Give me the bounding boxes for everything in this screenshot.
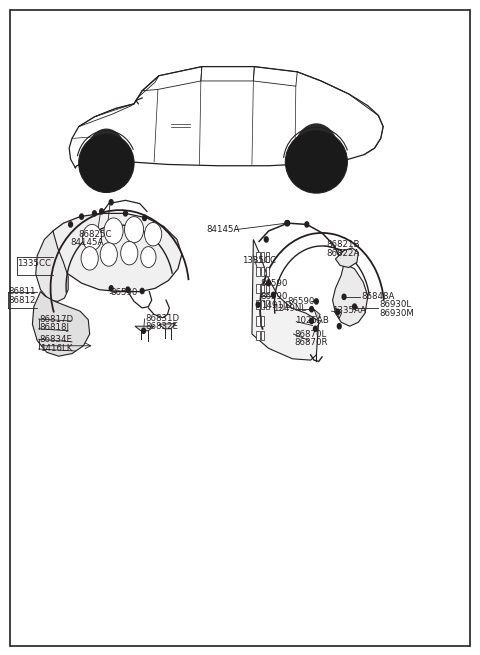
FancyBboxPatch shape <box>266 284 269 293</box>
Text: 1249NL: 1249NL <box>274 304 307 313</box>
Text: 86811: 86811 <box>9 287 36 296</box>
Circle shape <box>264 237 268 242</box>
Circle shape <box>100 243 117 266</box>
Polygon shape <box>159 324 176 329</box>
Circle shape <box>256 302 260 307</box>
FancyBboxPatch shape <box>261 300 264 309</box>
FancyBboxPatch shape <box>256 252 260 261</box>
Text: 1491JD: 1491JD <box>261 301 291 310</box>
Circle shape <box>69 222 72 227</box>
Text: 86834E: 86834E <box>39 335 72 344</box>
Circle shape <box>337 324 341 329</box>
Circle shape <box>310 307 313 312</box>
Text: 84145A: 84145A <box>206 225 240 234</box>
Text: 86818J: 86818J <box>39 323 70 332</box>
Circle shape <box>336 309 340 314</box>
Circle shape <box>81 247 98 270</box>
FancyBboxPatch shape <box>261 284 264 293</box>
Circle shape <box>124 217 144 243</box>
Circle shape <box>144 223 162 246</box>
Circle shape <box>93 211 96 216</box>
Text: 1335AA: 1335AA <box>332 306 366 315</box>
FancyBboxPatch shape <box>261 267 264 276</box>
Text: 86930M: 86930M <box>379 309 414 318</box>
Circle shape <box>141 247 156 267</box>
FancyBboxPatch shape <box>261 331 264 340</box>
Text: 1335CC: 1335CC <box>242 257 276 265</box>
FancyBboxPatch shape <box>266 300 269 309</box>
Circle shape <box>272 292 276 297</box>
Circle shape <box>310 318 313 324</box>
Ellipse shape <box>285 130 348 193</box>
Circle shape <box>286 221 289 226</box>
Circle shape <box>126 287 130 292</box>
Text: 1025AB: 1025AB <box>295 316 329 325</box>
Circle shape <box>143 215 146 221</box>
Circle shape <box>313 326 317 331</box>
Text: 86590: 86590 <box>261 279 288 288</box>
Text: 86825C: 86825C <box>79 230 112 238</box>
Circle shape <box>140 288 144 293</box>
Circle shape <box>353 304 357 309</box>
Text: 86930L: 86930L <box>379 300 411 309</box>
FancyBboxPatch shape <box>256 267 260 276</box>
Circle shape <box>342 294 346 299</box>
Circle shape <box>83 225 102 251</box>
Circle shape <box>109 286 113 291</box>
Text: 86821B: 86821B <box>326 240 360 249</box>
Polygon shape <box>336 248 359 267</box>
Polygon shape <box>135 326 154 331</box>
FancyBboxPatch shape <box>266 267 269 276</box>
Circle shape <box>123 211 127 216</box>
Circle shape <box>142 328 145 333</box>
Text: 86848A: 86848A <box>361 291 395 301</box>
Text: 84145A: 84145A <box>71 238 104 247</box>
Polygon shape <box>53 214 182 291</box>
FancyBboxPatch shape <box>256 331 260 340</box>
Text: 86822A: 86822A <box>326 250 359 258</box>
Text: 86590: 86590 <box>261 291 288 301</box>
FancyBboxPatch shape <box>261 316 264 326</box>
Circle shape <box>104 218 123 244</box>
Circle shape <box>267 280 271 286</box>
Text: 86832E: 86832E <box>145 322 179 331</box>
Circle shape <box>120 242 138 265</box>
Circle shape <box>100 209 104 214</box>
Polygon shape <box>336 308 342 318</box>
Wedge shape <box>294 124 338 155</box>
Circle shape <box>285 221 288 226</box>
Text: 86870L: 86870L <box>294 329 327 339</box>
Text: 86817D: 86817D <box>39 314 74 324</box>
Text: 86590: 86590 <box>110 288 138 297</box>
FancyBboxPatch shape <box>256 284 260 293</box>
FancyBboxPatch shape <box>261 252 264 261</box>
FancyBboxPatch shape <box>256 316 260 326</box>
Wedge shape <box>88 129 124 157</box>
FancyBboxPatch shape <box>256 300 260 309</box>
Circle shape <box>80 214 84 219</box>
Polygon shape <box>314 309 320 320</box>
Text: 86870R: 86870R <box>294 338 328 347</box>
Polygon shape <box>333 263 368 326</box>
Circle shape <box>305 222 309 227</box>
Circle shape <box>314 299 318 304</box>
Text: 1416LK: 1416LK <box>39 344 72 353</box>
Polygon shape <box>36 231 68 301</box>
Polygon shape <box>252 240 319 360</box>
Text: 86831D: 86831D <box>145 314 180 323</box>
Text: 86812: 86812 <box>9 295 36 305</box>
Text: 1335CC: 1335CC <box>17 259 51 268</box>
Circle shape <box>109 200 113 205</box>
Polygon shape <box>33 291 90 356</box>
Ellipse shape <box>79 134 134 193</box>
FancyBboxPatch shape <box>266 252 269 261</box>
Text: 86590: 86590 <box>288 297 315 306</box>
